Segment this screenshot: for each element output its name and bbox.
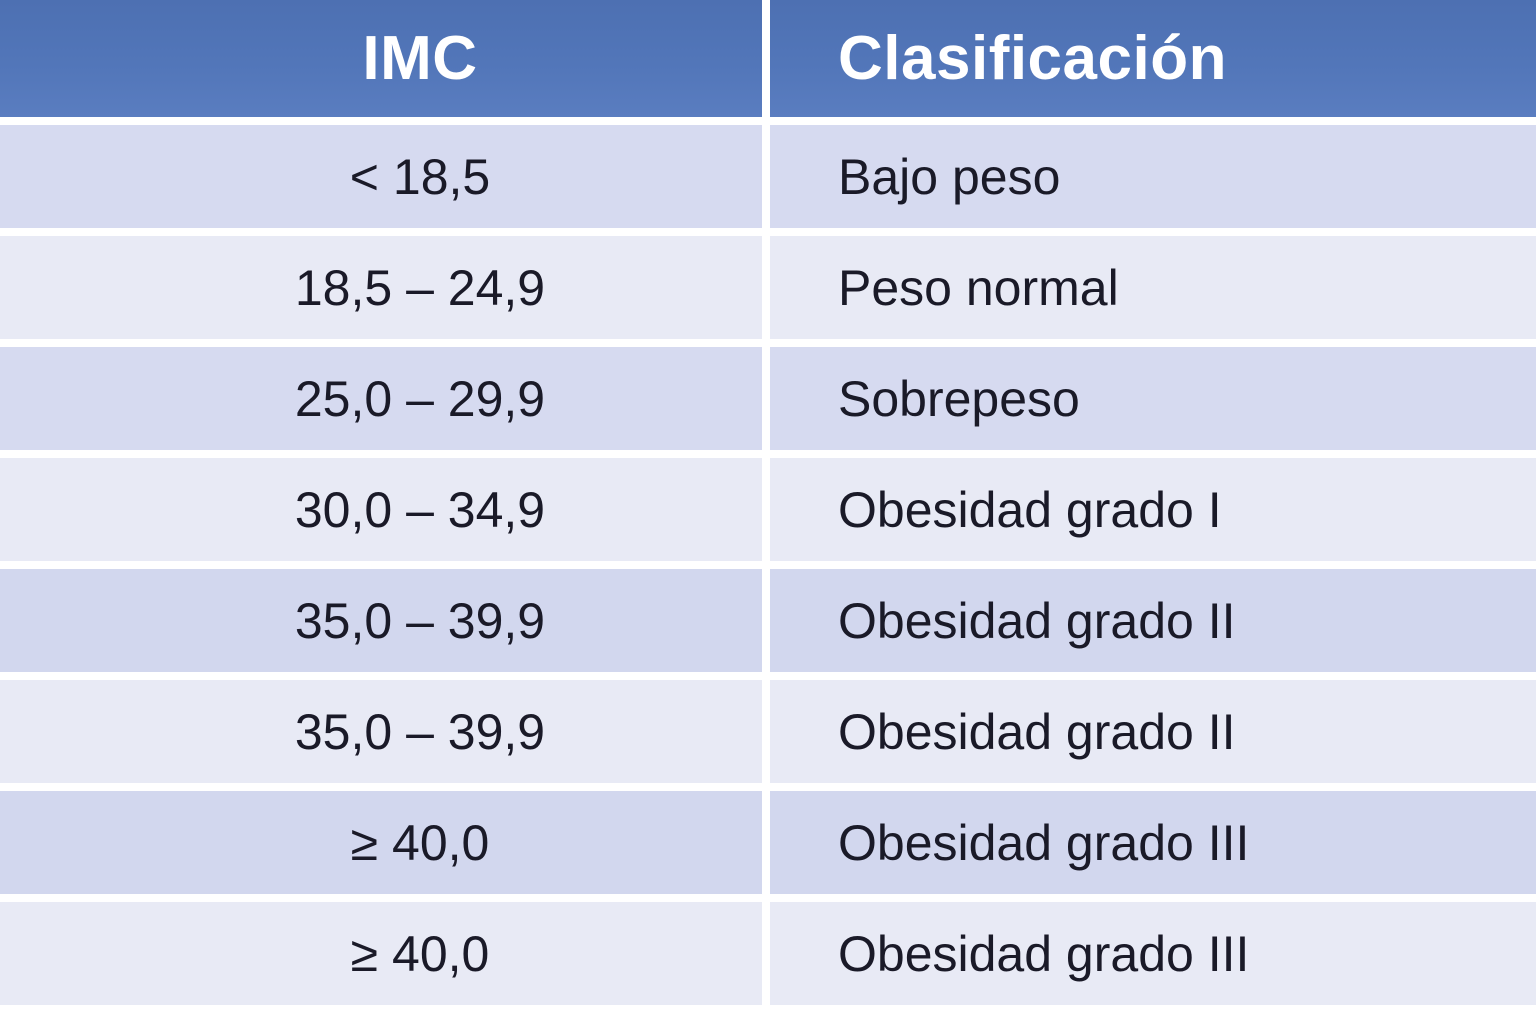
imc-value: 35,0 – 39,9	[294, 703, 546, 760]
classification-value: Sobrepeso	[838, 370, 1080, 427]
imc-cell: 25,0 – 29,9	[0, 347, 762, 450]
classification-value: Obesidad grado I	[838, 481, 1222, 538]
imc-cell: 35,0 – 39,9	[0, 569, 762, 672]
classification-cell: Peso normal	[770, 236, 1536, 339]
classification-cell: Obesidad grado II	[770, 569, 1536, 672]
imc-cell: ≥ 40,0	[0, 791, 762, 894]
imc-cell: 18,5 – 24,9	[0, 236, 762, 339]
imc-value: ≥ 40,0	[350, 814, 490, 871]
classification-cell: Obesidad grado II	[770, 680, 1536, 783]
imc-cell: 30,0 – 34,9	[0, 458, 762, 561]
classification-value: Bajo peso	[838, 148, 1061, 205]
imc-cell: ≥ 40,0	[0, 902, 762, 1005]
imc-cell: < 18,5	[0, 125, 762, 228]
imc-value: 35,0 – 39,9	[294, 592, 546, 649]
imc-cell: 35,0 – 39,9	[0, 680, 762, 783]
classification-value: Obesidad grado II	[838, 592, 1236, 649]
classification-value: Obesidad grado III	[838, 925, 1250, 982]
classification-cell: Bajo peso	[770, 125, 1536, 228]
column-header-clasificacion: Clasificación	[770, 0, 1536, 117]
classification-cell: Sobrepeso	[770, 347, 1536, 450]
imc-value: ≥ 40,0	[350, 925, 490, 982]
imc-value: 18,5 – 24,9	[294, 259, 546, 316]
classification-value: Obesidad grado II	[838, 703, 1236, 760]
imc-value: 30,0 – 34,9	[294, 481, 546, 538]
classification-cell: Obesidad grado III	[770, 791, 1536, 894]
classification-cell: Obesidad grado I	[770, 458, 1536, 561]
column-header-imc: IMC	[0, 0, 762, 117]
imc-value: < 18,5	[349, 148, 491, 205]
imc-value: 25,0 – 29,9	[294, 370, 546, 427]
column-header-imc-label: IMC	[362, 24, 478, 93]
column-header-clasificacion-label: Clasificación	[838, 24, 1227, 93]
classification-cell: Obesidad grado III	[770, 902, 1536, 1005]
classification-value: Peso normal	[838, 259, 1119, 316]
classification-value: Obesidad grado III	[838, 814, 1250, 871]
